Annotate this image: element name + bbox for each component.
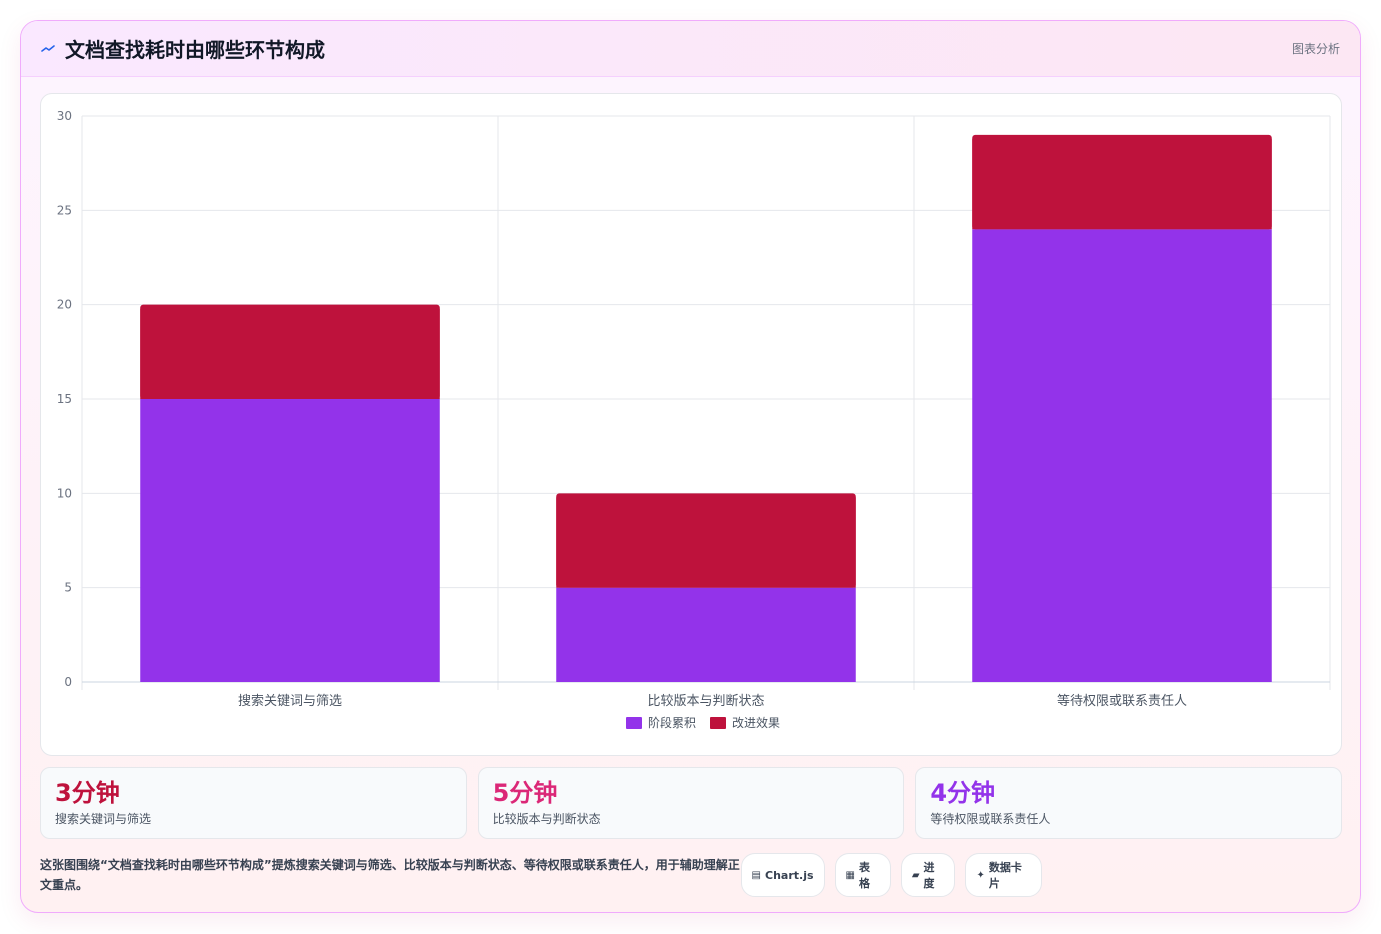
y-tick-label: 0 xyxy=(64,675,72,689)
legend-swatch xyxy=(710,717,726,729)
card-header: 文档查找耗时由哪些环节构成 图表分析 xyxy=(21,21,1360,77)
legend-label: 阶段累积 xyxy=(648,715,696,730)
stat-card-compare: 5分钟 比较版本与判断状态 xyxy=(477,767,905,839)
table-icon: ▦ xyxy=(845,869,855,881)
bar-segment-fill xyxy=(556,497,856,588)
card-footer: 这张图围绕“文档查找耗时由哪些环节构成”提炼搜索关键词与筛选、比较版本与判断状态… xyxy=(40,853,1342,897)
y-tick-label: 5 xyxy=(64,581,72,595)
chip-data-card[interactable]: ✦ 数据卡片 xyxy=(965,853,1042,897)
bar-segment xyxy=(972,229,1272,682)
progress-icon: ▰ xyxy=(911,869,920,881)
stats-row: 3分钟 搜索关键词与筛选 5分钟 比较版本与判断状态 4分钟 等待权限或联系责任… xyxy=(40,767,1343,839)
chip-table[interactable]: ▦ 表格 xyxy=(834,853,891,897)
y-tick-label: 30 xyxy=(57,109,72,123)
y-tick-label: 15 xyxy=(57,392,72,406)
chip-label: 表格 xyxy=(858,861,870,890)
chart-icon: ▤ xyxy=(751,869,761,881)
x-tick-label: 搜索关键词与筛选 xyxy=(238,694,342,709)
bar-segment xyxy=(556,587,856,682)
chart-description: 这张图围绕“文档查找耗时由哪些环节构成”提炼搜索关键词与筛选、比较版本与判断状态… xyxy=(40,858,740,892)
x-tick-label: 比较版本与判断状态 xyxy=(647,694,764,709)
stat-value: 3分钟 xyxy=(55,779,120,807)
stat-card-wait: 4分钟 等待权限或联系责任人 xyxy=(915,767,1343,839)
stat-label: 搜索关键词与筛选 xyxy=(55,812,152,826)
legend-label: 改进效果 xyxy=(732,715,780,730)
stat-value: 4分钟 xyxy=(930,779,996,807)
stat-value: 5分钟 xyxy=(492,779,558,807)
tag-chips: ▤ Chart.js ▦ 表格 ▰ 进度 ✦ 数据卡片 xyxy=(740,853,1042,897)
chip-label: Chart.js xyxy=(765,868,814,882)
chip-progress[interactable]: ▰ 进度 xyxy=(900,853,956,897)
x-tick-label: 等待权限或联系责任人 xyxy=(1057,693,1187,709)
legend-swatch xyxy=(626,717,642,729)
stat-label: 比较版本与判断状态 xyxy=(492,812,601,826)
stat-label: 等待权限或联系责任人 xyxy=(930,812,1051,826)
chart-analysis-tag: 图表分析 xyxy=(1291,42,1340,56)
chip-label: 进度 xyxy=(923,861,935,890)
bar-segment-fill xyxy=(972,138,1272,230)
trend-line-icon xyxy=(41,42,55,56)
chart-card: 文档查找耗时由哪些环节构成 图表分析 0 5 10 15 20 25 30 搜索关键词与筛选比… xyxy=(20,20,1361,913)
stacked-bar-chart: 0 5 10 15 20 25 30 搜索关键词与筛选 比较版本与判断状态 等待权限或联系责任人阶… xyxy=(57,109,1331,730)
page-title: 文档查找耗时由哪些环节构成 xyxy=(65,38,325,62)
chart-panel: 0 5 10 15 20 25 30 搜索关键词与筛选 比较版本与判断状态 等待权限或联系责任人阶… xyxy=(40,93,1342,756)
chip-chartjs[interactable]: ▤ Chart.js xyxy=(740,853,825,897)
y-tick-label: 10 xyxy=(57,486,72,500)
card-icon: ✦ xyxy=(976,869,985,881)
stat-card-search: 3分钟 搜索关键词与筛选 xyxy=(40,767,467,839)
y-tick-label: 25 xyxy=(57,203,72,217)
title-wrap: 文档查找耗时由哪些环节构成 xyxy=(41,34,325,63)
chip-label: 数据卡片 xyxy=(988,861,1022,890)
bar-segment-fill xyxy=(140,308,440,399)
y-tick-label: 20 xyxy=(57,298,72,312)
bar-segment xyxy=(140,399,440,682)
